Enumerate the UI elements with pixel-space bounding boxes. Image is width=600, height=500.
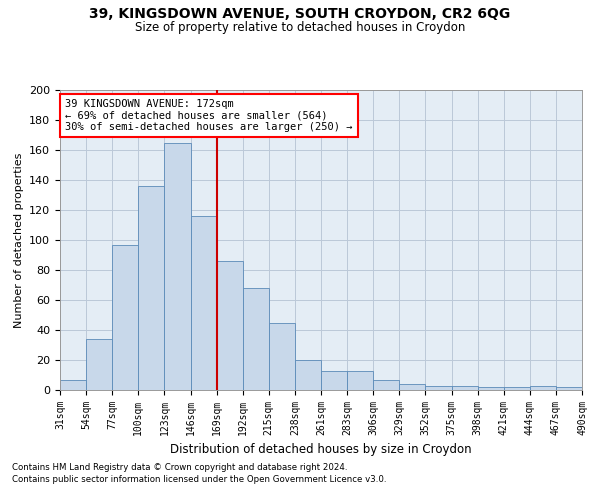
Bar [347,370,373,390]
Bar [269,322,295,390]
Bar [112,244,139,390]
Bar [295,360,321,390]
Bar [86,339,112,390]
Bar [400,384,425,390]
Bar [164,142,191,390]
Bar [60,380,86,390]
Text: Size of property relative to detached houses in Croydon: Size of property relative to detached ho… [135,21,465,34]
Text: Distribution of detached houses by size in Croydon: Distribution of detached houses by size … [170,442,472,456]
Y-axis label: Number of detached properties: Number of detached properties [14,152,23,328]
Bar [242,288,269,390]
Bar [452,386,478,390]
Bar [217,261,243,390]
Bar [373,380,400,390]
Text: Contains HM Land Registry data © Crown copyright and database right 2024.: Contains HM Land Registry data © Crown c… [12,464,347,472]
Bar [556,387,582,390]
Bar [504,387,530,390]
Bar [139,186,164,390]
Text: 39 KINGSDOWN AVENUE: 172sqm
← 69% of detached houses are smaller (564)
30% of se: 39 KINGSDOWN AVENUE: 172sqm ← 69% of det… [65,99,353,132]
Bar [530,386,556,390]
Bar [321,370,347,390]
Bar [478,387,504,390]
Bar [191,216,217,390]
Bar [425,386,452,390]
Text: Contains public sector information licensed under the Open Government Licence v3: Contains public sector information licen… [12,475,386,484]
Text: 39, KINGSDOWN AVENUE, SOUTH CROYDON, CR2 6QG: 39, KINGSDOWN AVENUE, SOUTH CROYDON, CR2… [89,8,511,22]
